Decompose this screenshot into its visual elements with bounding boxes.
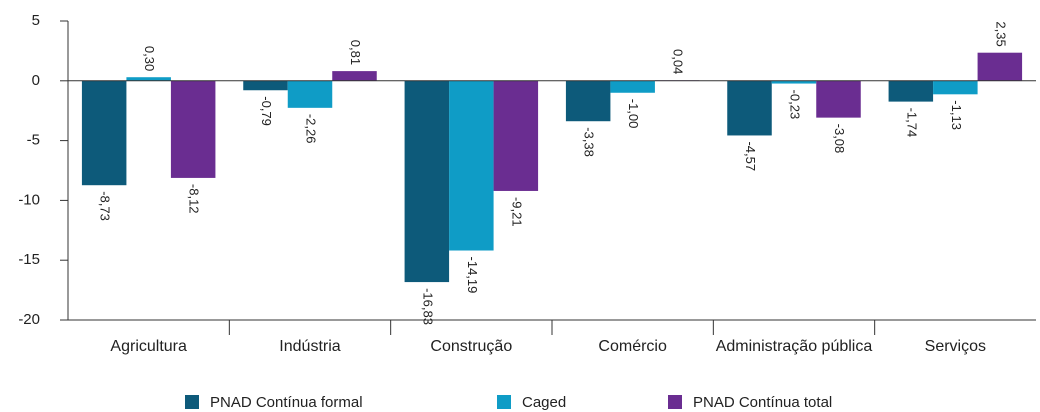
bar — [610, 80, 655, 93]
data-label: -3,38 — [582, 127, 597, 157]
data-label: -3,08 — [832, 124, 847, 154]
bar — [243, 80, 288, 91]
x-tick-label-box: Comércio — [598, 338, 667, 355]
y-tick-label: -5 — [27, 132, 40, 149]
bar — [771, 80, 817, 84]
x-tick-label: Agricultura — [110, 338, 187, 355]
x-tick-label: Serviços — [924, 338, 986, 355]
data-label: -2,26 — [304, 114, 319, 144]
bar — [888, 80, 934, 102]
legend-swatch — [185, 395, 199, 409]
data-label: -0,23 — [788, 90, 803, 120]
bar — [565, 80, 611, 122]
x-tick-label-box: Agricultura — [110, 338, 187, 355]
bar — [816, 80, 861, 118]
data-label: -8,73 — [98, 191, 113, 221]
bar — [404, 80, 450, 283]
data-label: 0,30 — [142, 46, 157, 71]
data-label: -8,12 — [187, 184, 202, 214]
x-tick-label-box: Construção — [430, 338, 513, 355]
x-tick-label: Indústria — [279, 338, 341, 355]
data-label: -0,79 — [259, 96, 274, 126]
y-tick-label: 0 — [32, 72, 40, 89]
bar — [727, 80, 772, 136]
x-tick-label-box: Serviços — [924, 338, 986, 355]
bar — [170, 80, 216, 178]
bar — [81, 80, 127, 186]
bar — [332, 71, 377, 81]
data-label: -4,57 — [743, 141, 758, 171]
data-label: -16,83 — [420, 288, 435, 325]
x-tick-label: Administração pública — [715, 338, 873, 355]
data-label: 0,04 — [671, 49, 686, 74]
data-label: -14,19 — [465, 257, 480, 294]
data-label: 0,81 — [348, 40, 363, 65]
legend-label: Caged — [522, 394, 566, 411]
y-tick-label: 5 — [32, 12, 40, 29]
x-tick-label: Construção — [430, 338, 513, 355]
bar — [493, 80, 539, 191]
bar — [977, 52, 1023, 81]
legend-label: PNAD Contínua formal — [210, 394, 363, 411]
bar — [933, 80, 978, 95]
y-tick-label: -15 — [18, 251, 40, 268]
data-label: -1,00 — [626, 99, 641, 129]
data-label: -1,13 — [949, 100, 964, 130]
y-tick-label: -20 — [18, 311, 40, 328]
legend-label: PNAD Contínua total — [693, 394, 832, 411]
bar — [287, 80, 333, 108]
bar — [449, 80, 494, 251]
legend-swatch — [668, 395, 682, 409]
bar — [126, 77, 171, 81]
y-tick-label: -10 — [18, 191, 40, 208]
data-label: 2,35 — [993, 21, 1008, 46]
x-tick-label-box: Administração pública — [715, 338, 873, 355]
x-tick-label: Comércio — [598, 338, 667, 355]
legend-swatch — [497, 395, 511, 409]
data-label: -9,21 — [509, 197, 524, 227]
data-label: -1,74 — [904, 108, 919, 138]
x-tick-label-box: Indústria — [279, 338, 341, 355]
